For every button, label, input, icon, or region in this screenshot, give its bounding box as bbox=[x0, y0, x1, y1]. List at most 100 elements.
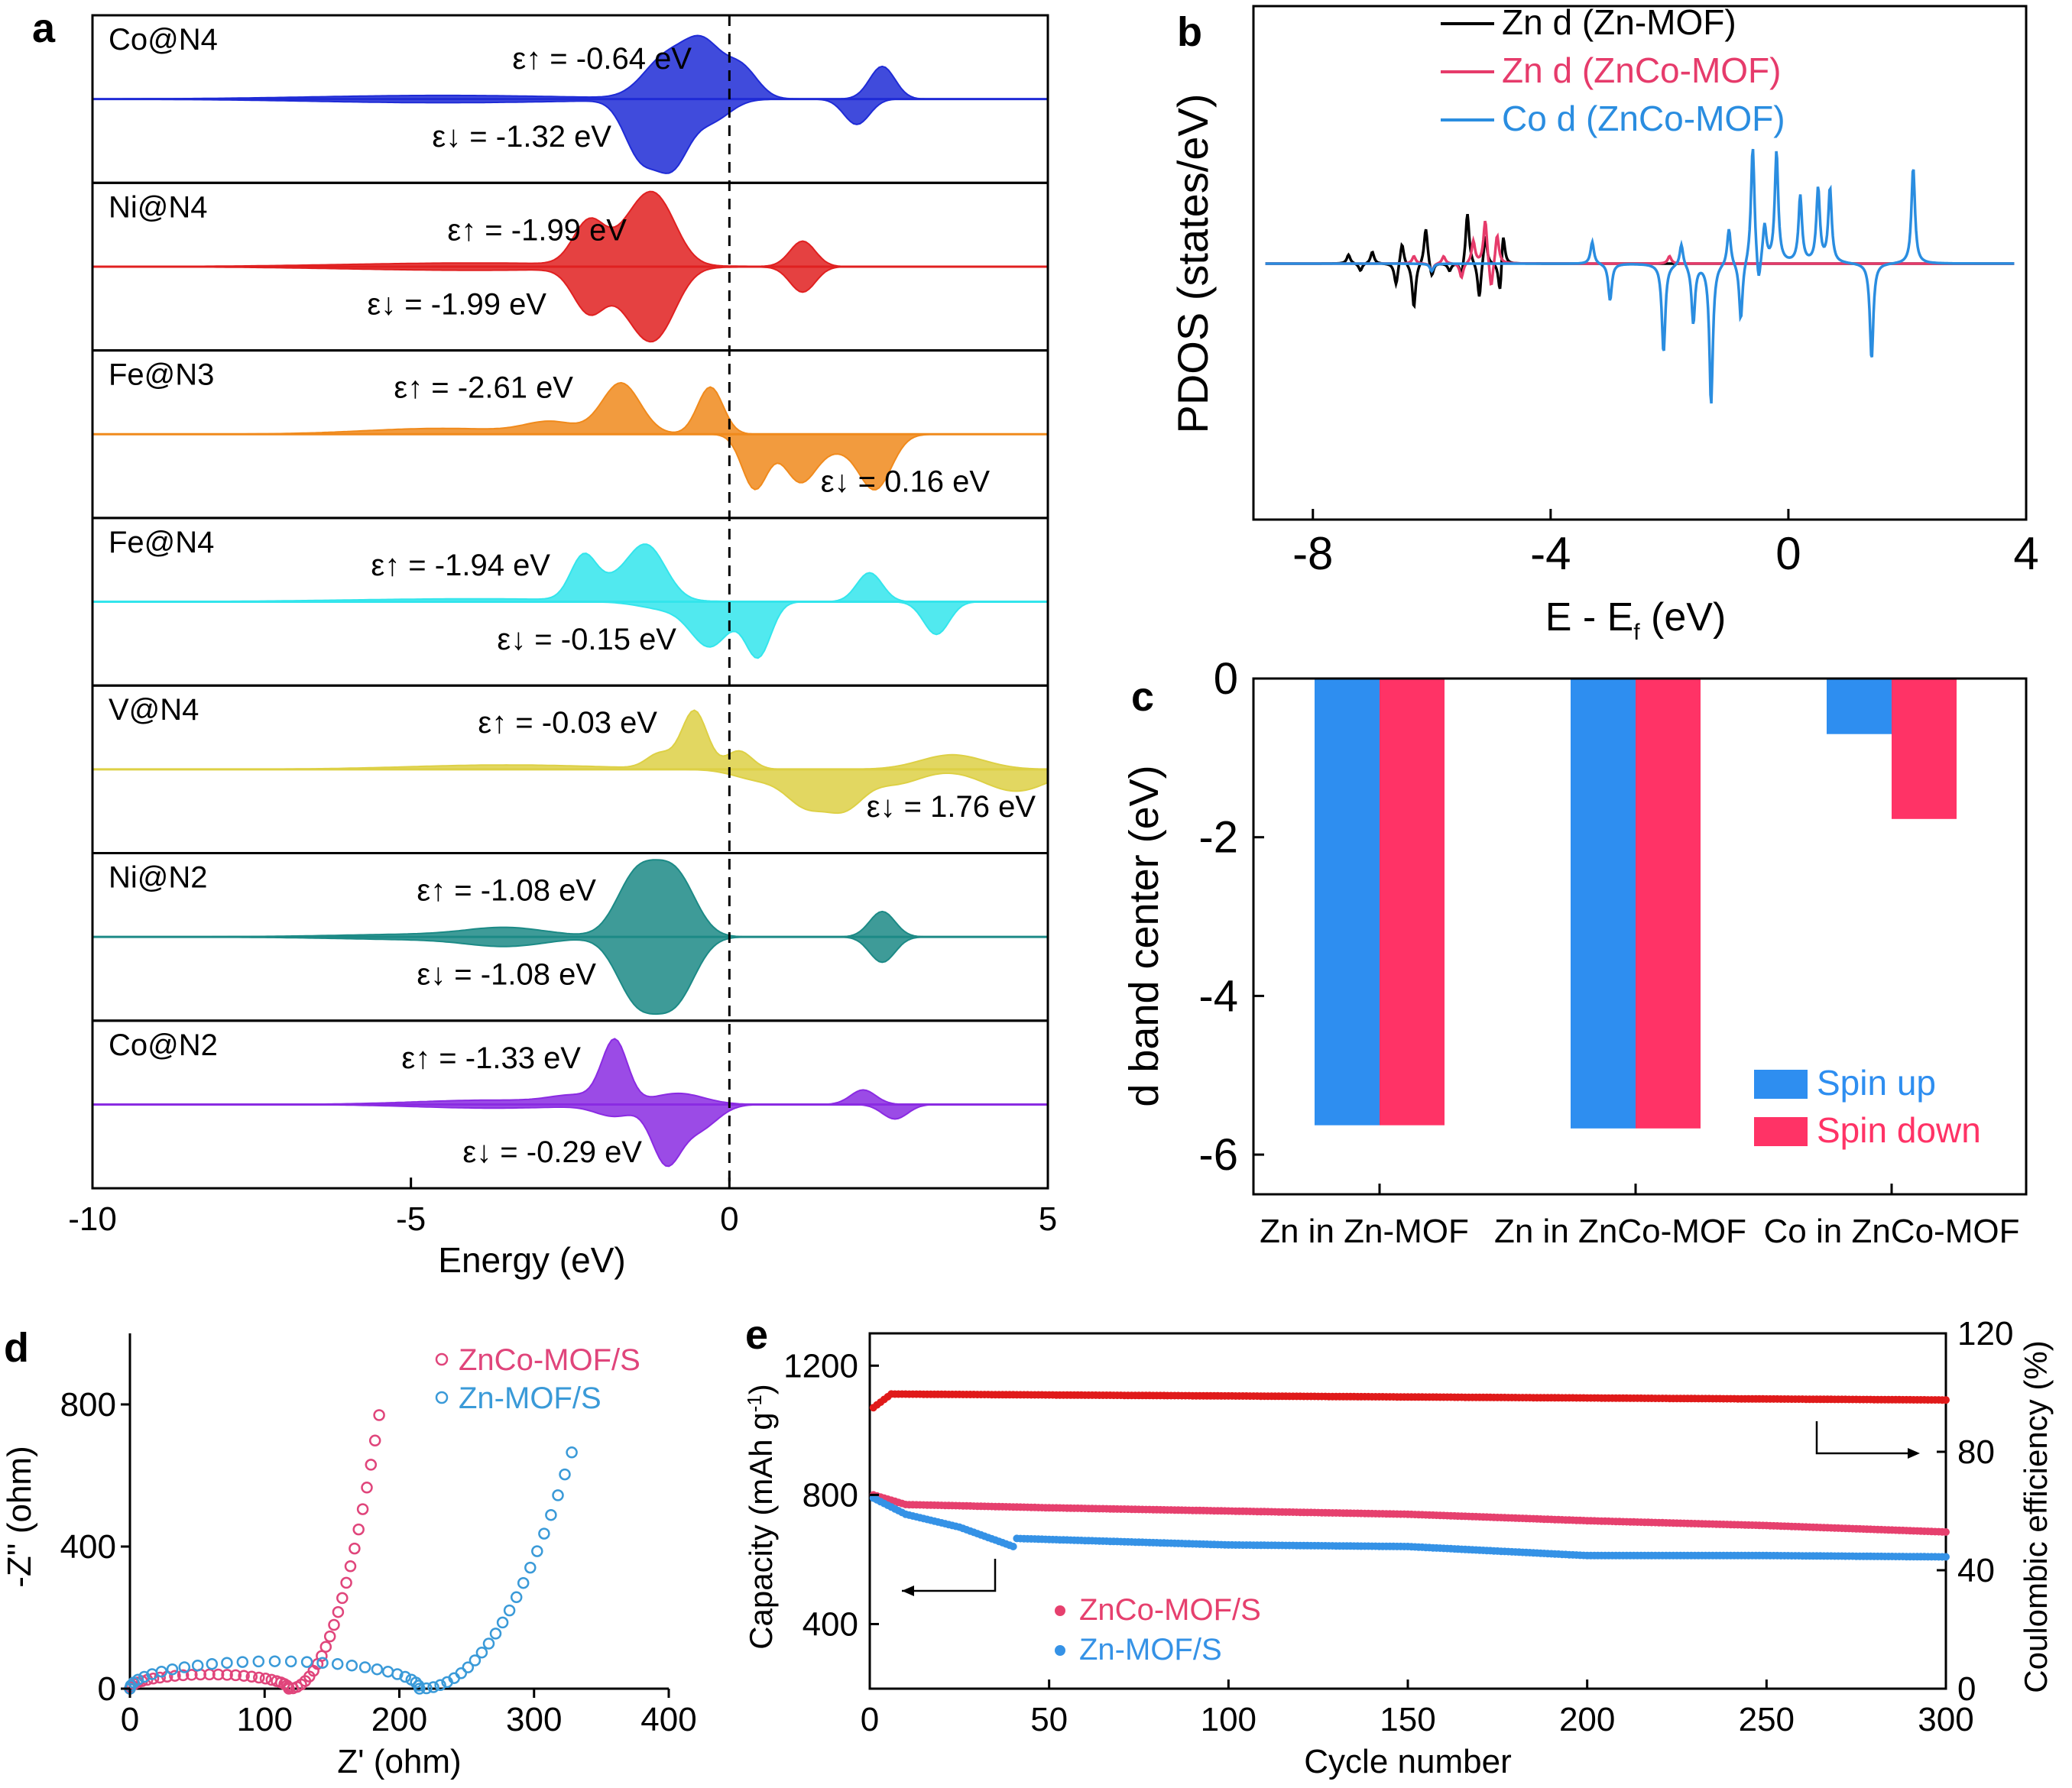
spin-down-center-label: ε↓ = -1.08 eV bbox=[417, 958, 596, 992]
row-label: Co@N4 bbox=[109, 23, 218, 57]
bar-Spin down-Zn in Zn-MOF bbox=[1380, 679, 1445, 1126]
point-Zn-MOF/S bbox=[371, 1663, 384, 1676]
x-tick-label: 300 bbox=[506, 1701, 562, 1738]
spin-up-area-Co@N4 bbox=[92, 34, 1049, 100]
spin-down-center-label: ε↓ = -1.99 eV bbox=[367, 287, 546, 321]
y-tick-label: -4 bbox=[1198, 971, 1238, 1021]
point-Zn-MOF/S bbox=[268, 1655, 281, 1667]
spin-down-center-label: ε↓ = -0.29 eV bbox=[462, 1135, 642, 1169]
row-label: Fe@N4 bbox=[109, 526, 214, 559]
point-Zn-MOF/S bbox=[420, 1682, 433, 1695]
point-ZnCo-MOF/S bbox=[283, 1683, 295, 1695]
legend-label: Spin up bbox=[1817, 1063, 1936, 1103]
x-axis-title-unit: (eV) bbox=[1640, 595, 1727, 640]
bar-Spin up-Zn in Zn-MOF bbox=[1315, 679, 1380, 1126]
x-axis-title: E - Ef (eV) bbox=[1545, 595, 1727, 645]
spin-down-center-label: ε↓ = -0.15 eV bbox=[497, 623, 676, 656]
point-Zn-MOF/S bbox=[538, 1527, 550, 1540]
point-Zn-MOF/S bbox=[455, 1667, 468, 1679]
y-right-tick-label: 80 bbox=[1957, 1433, 1995, 1471]
legend-label: Zn d (ZnCo-MOF) bbox=[1502, 50, 1781, 90]
spin-up-area-Fe@N4 bbox=[92, 543, 1049, 603]
point-Zn-MOF/S bbox=[399, 1670, 411, 1683]
x-tick-label: 50 bbox=[1030, 1701, 1068, 1738]
x-axis-title: Energy (eV) bbox=[438, 1240, 625, 1280]
point-Zn-MOF/S bbox=[221, 1657, 233, 1669]
point-ZnCo-MOF/S bbox=[352, 1523, 365, 1536]
pdos-row-Ni@N4: Ni@N4 ε↑ = -1.99 eV ε↓ = -1.99 eV bbox=[91, 181, 1049, 352]
plot-frame bbox=[1252, 5, 2028, 521]
point-Zn-MOF/S bbox=[482, 1637, 495, 1650]
point-Zn-MOF/S bbox=[545, 1508, 557, 1521]
legend-label: Zn-MOF/S bbox=[1079, 1633, 1222, 1667]
x-axis-title: Z' (ohm) bbox=[337, 1743, 461, 1780]
legend-swatch bbox=[1754, 1117, 1808, 1146]
y-tick-label: 800 bbox=[60, 1386, 116, 1424]
pdos-row-Fe@N3: Fe@N3 ε↑ = -2.61 eV ε↓ = 0.16 eV bbox=[91, 349, 1049, 520]
row-label: V@N4 bbox=[109, 693, 199, 727]
point-ZnCo-MOF/S bbox=[319, 1641, 332, 1653]
y-right-tick-label: 0 bbox=[1957, 1670, 1976, 1708]
legend-label: Co d (ZnCo-MOF) bbox=[1502, 99, 1785, 138]
point-ZnCo-MOF/S bbox=[356, 1503, 369, 1515]
point-Zn-MOF/S bbox=[427, 1681, 439, 1693]
pdos-line-Zn d (ZnCo-MOF) bbox=[1265, 220, 2015, 286]
x-tick-label: -10 bbox=[68, 1200, 117, 1238]
x-tick-label: -4 bbox=[1530, 528, 1571, 579]
panel-a-pdos-stack: a Co@N4 ε↑ = -0.64 eV ε↓ = -1.32 eV Ni@N4 ε↑ … bbox=[32, 5, 1057, 1280]
point-ZnCo-MOF/S bbox=[245, 1670, 258, 1683]
point-ZnCo-MOF/S bbox=[212, 1668, 225, 1681]
spin-up-center-label: ε↑ = -1.94 eV bbox=[371, 549, 550, 582]
point-Zn-MOF/S bbox=[434, 1679, 446, 1692]
x-tick-label: 0 bbox=[861, 1701, 879, 1738]
x-tick-label: 0 bbox=[1775, 528, 1801, 579]
y-axis-title: d band center (eV) bbox=[1121, 765, 1167, 1106]
point-Zn-MOF/S bbox=[391, 1668, 404, 1680]
point-ZnCo-MOF/S bbox=[368, 1434, 381, 1447]
y-left-tick-label: 800 bbox=[803, 1476, 858, 1514]
row-frame-Co@N2 bbox=[91, 1019, 1049, 1190]
x-category-label: Co in ZnCo-MOF bbox=[1764, 1213, 2020, 1250]
legend-marker bbox=[435, 1391, 449, 1404]
x-tick-label: 5 bbox=[1039, 1200, 1057, 1238]
y-left-axis-title: Capacity (mAh g-1) bbox=[743, 1384, 779, 1650]
x-axis-title-sub: f bbox=[1633, 620, 1640, 645]
point-Zn-MOF/S bbox=[1942, 1553, 1950, 1561]
point-ZnCo-MOF/S bbox=[349, 1542, 361, 1555]
panel-d-letter: d bbox=[4, 1325, 29, 1371]
panel-e-cycling: e 0 50 100 150 200 250 300 400 800 1200 0 40 80 120 Cyc… bbox=[743, 1312, 2054, 1780]
left-axis-arrow bbox=[902, 1559, 997, 1592]
point-Zn-MOF/S bbox=[559, 1468, 571, 1481]
panel-b-letter: b bbox=[1177, 9, 1202, 55]
point-Zn-MOF/S bbox=[138, 1670, 151, 1683]
y-right-tick-label: 120 bbox=[1957, 1315, 2013, 1352]
y-left-axis-title-sup: -1 bbox=[743, 1394, 766, 1412]
point-Zn-MOF/S bbox=[469, 1654, 482, 1667]
bar-Spin down-Zn in ZnCo-MOF bbox=[1636, 679, 1701, 1129]
y-left-tick-label: 400 bbox=[803, 1605, 858, 1643]
point-Zn-MOF/S bbox=[475, 1646, 488, 1659]
y-tick-label: 0 bbox=[1214, 654, 1238, 704]
legend-label: Spin down bbox=[1817, 1110, 1981, 1150]
point-ZnCo-MOF/S bbox=[169, 1670, 181, 1682]
point-Zn-MOF/S bbox=[489, 1628, 502, 1640]
point-Zn-MOF/S bbox=[252, 1655, 265, 1668]
y-right-axis-title: Coulombic efficiency (%) bbox=[2018, 1340, 2054, 1692]
x-tick-label: -8 bbox=[1292, 528, 1333, 579]
x-axis-title: Cycle number bbox=[1304, 1743, 1511, 1780]
point-ZnCo-MOF/S bbox=[365, 1459, 378, 1471]
y-left-axis-title-main: Capacity (mAh g bbox=[743, 1412, 779, 1649]
point-Zn-MOF/S bbox=[316, 1657, 329, 1669]
y-axis-title: -Z'' (ohm) bbox=[1, 1446, 38, 1587]
right-axis-arrow bbox=[1815, 1421, 1911, 1455]
panel-b-pdos: b -8 -4 0 4 E - Ef (eV) PDOS (states/eV) Zn d (… bbox=[1169, 2, 2039, 645]
legend-label: Zn d (Zn-MOF) bbox=[1502, 2, 1736, 42]
point-Zn-MOF/S bbox=[381, 1665, 394, 1678]
x-category-label: Zn in ZnCo-MOF bbox=[1494, 1213, 1746, 1250]
point-Zn-MOF/S bbox=[1009, 1543, 1017, 1550]
plot-frame bbox=[1252, 677, 2028, 1196]
point-Zn-MOF/S bbox=[510, 1591, 523, 1604]
point-ZnCo-MOF/S bbox=[253, 1671, 265, 1684]
y-tick-label: -2 bbox=[1198, 813, 1238, 863]
